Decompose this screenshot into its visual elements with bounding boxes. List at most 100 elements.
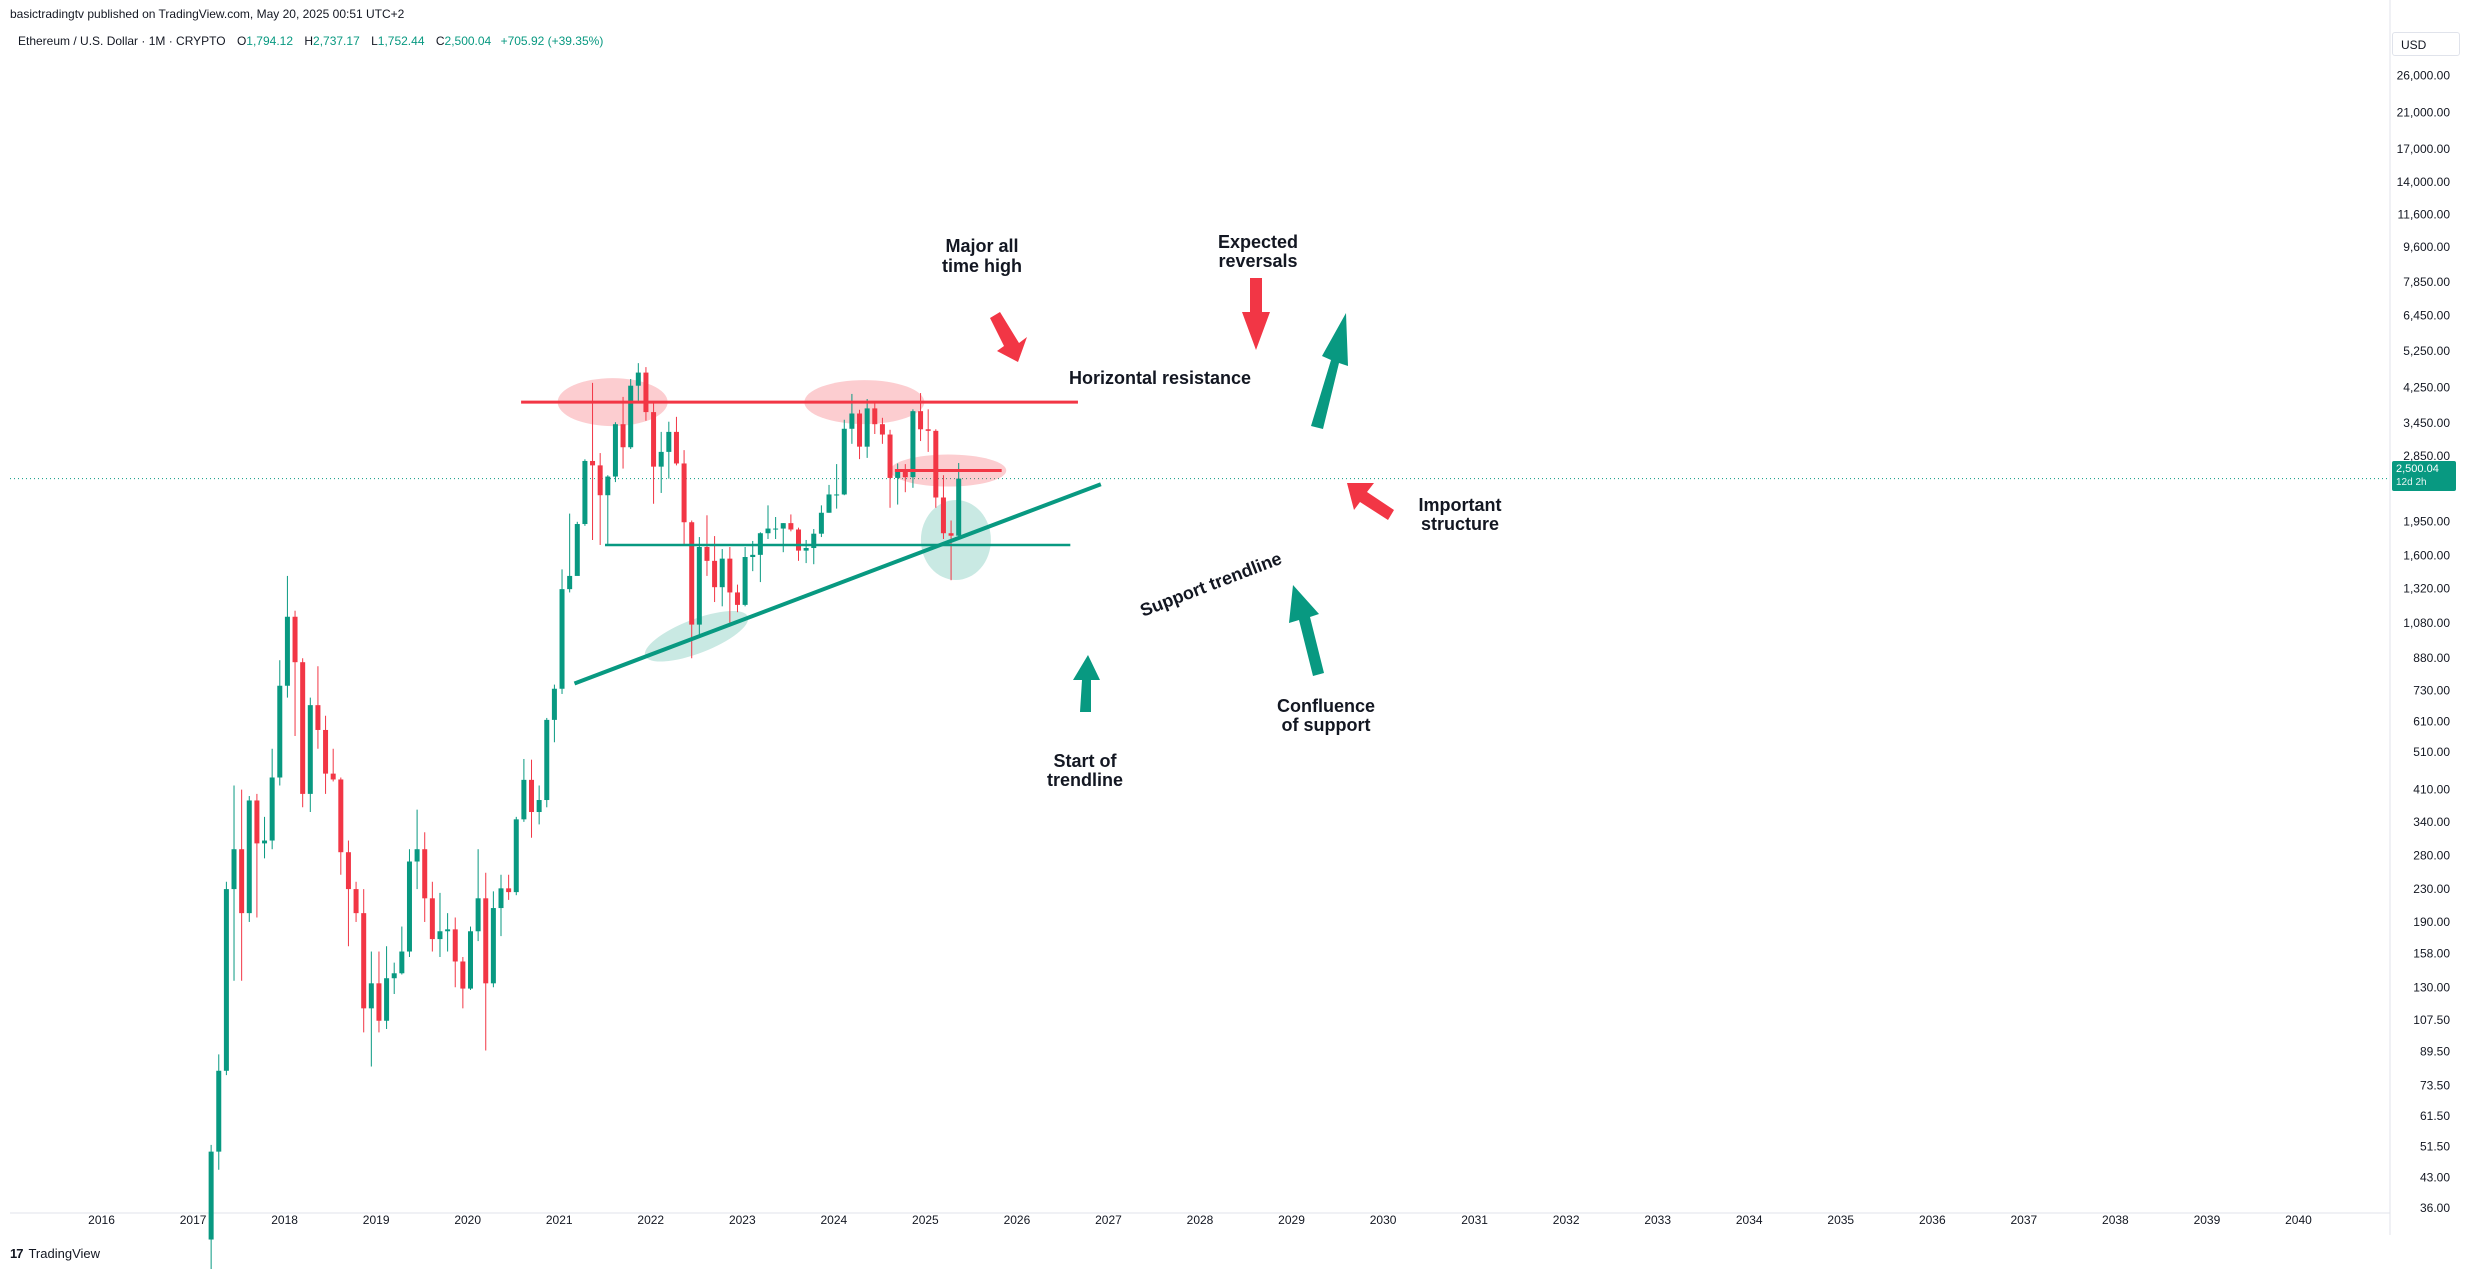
candle-body bbox=[292, 616, 298, 663]
time-tick-label: 2023 bbox=[729, 1213, 756, 1227]
candle-body bbox=[307, 705, 313, 794]
candle-body bbox=[467, 931, 473, 989]
symbol-name[interactable]: Ethereum / U.S. Dollar · 1M · CRYPTO bbox=[18, 34, 226, 48]
time-tick-label: 2016 bbox=[88, 1213, 115, 1227]
ath-label-line1: Major all bbox=[945, 236, 1018, 256]
candle-body bbox=[811, 533, 817, 549]
candle-body bbox=[239, 849, 245, 914]
price-tick-label: 1,320.00 bbox=[2403, 581, 2450, 595]
candle-body bbox=[681, 463, 687, 523]
price-axis[interactable]: 36.00 43.00 51.50 61.50 73.50 89.50 107.50 130.… bbox=[2397, 69, 2451, 1215]
time-tick-label: 2025 bbox=[912, 1213, 939, 1227]
time-tick-label: 2028 bbox=[1187, 1213, 1214, 1227]
candle-body bbox=[490, 908, 496, 984]
close-value: 2,500.04 bbox=[444, 34, 492, 48]
price-tick-label: 4,250.00 bbox=[2403, 380, 2450, 394]
candle-body bbox=[765, 528, 771, 534]
time-tick-label: 2032 bbox=[1553, 1213, 1580, 1227]
price-tick-label: 610.00 bbox=[2413, 714, 2450, 728]
candle-body bbox=[857, 413, 863, 447]
price-tick-label: 26,000.00 bbox=[2397, 69, 2451, 83]
currency-selector[interactable]: USD bbox=[2392, 32, 2460, 56]
price-tick-label: 43.00 bbox=[2420, 1171, 2450, 1185]
candle-body bbox=[948, 533, 954, 536]
price-tick-label: 7,850.00 bbox=[2403, 275, 2450, 289]
green-arrow-up bbox=[1311, 313, 1348, 429]
candle-body bbox=[620, 424, 626, 448]
candle-body bbox=[452, 929, 458, 962]
reversals-label-line1: Expected bbox=[1218, 232, 1298, 252]
candle-body bbox=[429, 898, 435, 940]
low-label: L bbox=[371, 34, 378, 48]
candle-body bbox=[231, 849, 237, 890]
candle-body bbox=[262, 840, 268, 844]
time-tick-label: 2024 bbox=[820, 1213, 847, 1227]
open-label: O bbox=[236, 34, 247, 48]
change-value: +705.92 (+39.35%) bbox=[500, 34, 604, 48]
tradingview-logo-icon: 17 bbox=[10, 1246, 24, 1261]
price-tick-label: 1,080.00 bbox=[2403, 616, 2450, 630]
candle-body bbox=[887, 434, 893, 478]
candle-body bbox=[315, 705, 321, 730]
bar-countdown: 12d 2h bbox=[2396, 477, 2427, 488]
publisher-line: basictradingtv published on TradingView.… bbox=[10, 7, 405, 21]
price-tick-label: 230.00 bbox=[2413, 882, 2450, 896]
price-tick-label: 6,450.00 bbox=[2403, 309, 2450, 323]
price-tick-label: 11,600.00 bbox=[2398, 208, 2451, 222]
candle-body bbox=[345, 852, 351, 890]
candle-body bbox=[956, 478, 962, 536]
confluence-label-line1: Confluence bbox=[1277, 696, 1375, 716]
candle-body bbox=[666, 431, 672, 452]
candle-body bbox=[521, 779, 527, 820]
candle-body bbox=[216, 1070, 222, 1152]
price-tick-label: 2,850.00 bbox=[2403, 449, 2450, 463]
candle-body bbox=[803, 548, 809, 551]
confluence-label-line2: of support bbox=[1282, 715, 1371, 735]
candle-body bbox=[536, 800, 542, 813]
time-tick-label: 2033 bbox=[1644, 1213, 1671, 1227]
candle-body bbox=[437, 931, 443, 940]
candle-body bbox=[361, 913, 367, 1009]
price-tick-label: 1,600.00 bbox=[2403, 548, 2450, 562]
time-tick-label: 2031 bbox=[1461, 1213, 1488, 1227]
candle-body bbox=[323, 729, 329, 774]
candle-body bbox=[925, 429, 931, 431]
candle-body bbox=[422, 849, 428, 899]
red-arrow-ath bbox=[990, 312, 1027, 362]
time-tick-label: 2026 bbox=[1004, 1213, 1031, 1227]
candle-body bbox=[818, 512, 824, 534]
candle-body bbox=[849, 413, 855, 429]
candle-body bbox=[696, 546, 702, 625]
candle-body bbox=[864, 408, 870, 447]
time-tick-label: 2037 bbox=[2010, 1213, 2037, 1227]
candle-body bbox=[742, 557, 748, 605]
symbol-legend[interactable]: Ethereum / U.S. Dollar · 1M · CRYPTO O1,… bbox=[18, 34, 603, 48]
candle-body bbox=[445, 929, 451, 932]
candle-body bbox=[582, 460, 588, 525]
high-value: 2,737.17 bbox=[313, 34, 360, 48]
candle-body bbox=[399, 951, 405, 974]
candle-body bbox=[330, 773, 336, 780]
price-tick-label: 17,000.00 bbox=[2397, 142, 2451, 156]
resistance-label: Horizontal resistance bbox=[1069, 368, 1251, 388]
price-tick-label: 280.00 bbox=[2413, 848, 2450, 862]
candle-body bbox=[872, 408, 878, 425]
candle-body bbox=[460, 961, 466, 989]
candle-body bbox=[902, 471, 908, 478]
candle-body bbox=[574, 524, 580, 576]
candle-body bbox=[719, 558, 725, 588]
candle-body bbox=[689, 522, 695, 625]
price-tick-label: 410.00 bbox=[2413, 783, 2450, 797]
price-tick-label: 880.00 bbox=[2413, 651, 2450, 665]
candle-body bbox=[796, 529, 802, 551]
candle-body bbox=[284, 616, 290, 686]
price-tick-label: 190.00 bbox=[2413, 915, 2450, 929]
candle-body bbox=[727, 558, 733, 593]
footer-brand[interactable]: 17 TradingView bbox=[10, 1246, 100, 1261]
open-value: 1,794.12 bbox=[246, 34, 294, 48]
candle-body bbox=[750, 554, 756, 558]
candle-body bbox=[406, 861, 412, 952]
time-tick-label: 2034 bbox=[1736, 1213, 1763, 1227]
time-axis[interactable]: 2016 2017 2018 2019 2020 2021 2022 2023 2024 2025… bbox=[88, 1213, 2312, 1227]
